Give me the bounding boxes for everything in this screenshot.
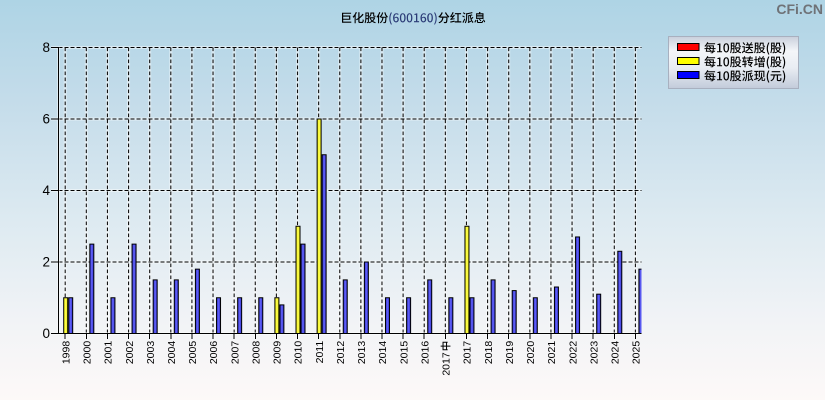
svg-text:2001: 2001 <box>103 341 115 365</box>
svg-text:2007: 2007 <box>229 341 241 365</box>
svg-text:2012: 2012 <box>335 341 347 365</box>
svg-text:2017: 2017 <box>441 352 453 376</box>
svg-text:2018: 2018 <box>483 341 495 365</box>
svg-text:8: 8 <box>42 40 50 55</box>
svg-text:2006: 2006 <box>208 341 220 365</box>
svg-text:2005: 2005 <box>187 341 199 365</box>
svg-text:CFi.CN: CFi.CN <box>776 1 823 17</box>
svg-text:2024: 2024 <box>609 341 621 365</box>
svg-text:2016: 2016 <box>419 341 431 365</box>
svg-text:2003: 2003 <box>145 341 157 365</box>
svg-text:4: 4 <box>42 183 50 198</box>
svg-text:2017: 2017 <box>462 341 474 365</box>
svg-text:1998: 1998 <box>60 341 72 365</box>
svg-text:2009: 2009 <box>272 341 284 365</box>
svg-text:2010: 2010 <box>293 341 305 365</box>
svg-text:2014: 2014 <box>377 341 389 365</box>
svg-text:2015: 2015 <box>398 341 410 365</box>
svg-text:2008: 2008 <box>250 341 262 365</box>
svg-text:2013: 2013 <box>356 341 368 365</box>
svg-text:6: 6 <box>42 112 50 127</box>
svg-text:2021: 2021 <box>546 341 558 365</box>
svg-text:2004: 2004 <box>166 341 178 365</box>
svg-text:2022: 2022 <box>567 341 579 365</box>
svg-text:2002: 2002 <box>124 341 136 365</box>
svg-text:2025: 2025 <box>631 341 643 365</box>
svg-text:2019: 2019 <box>504 341 516 365</box>
svg-text:2020: 2020 <box>525 341 537 365</box>
svg-text:2: 2 <box>42 255 50 270</box>
svg-text:2023: 2023 <box>588 341 600 365</box>
svg-text:2000: 2000 <box>82 341 94 365</box>
svg-text:0: 0 <box>42 326 50 341</box>
svg-text:2011: 2011 <box>314 341 326 364</box>
